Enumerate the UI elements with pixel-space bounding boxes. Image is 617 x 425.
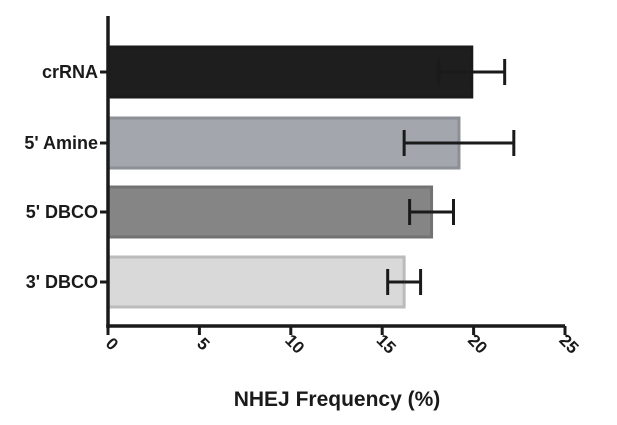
bar: [106, 45, 474, 99]
bars-group: [106, 45, 474, 309]
y-categories-group: crRNA 5' Amine 5' DBCO 3' DBCO: [24, 62, 108, 292]
category-label: 3' DBCO: [26, 272, 98, 292]
x-ticks-group: 0 5 10 15 20 25: [102, 326, 582, 358]
category-label: crRNA: [42, 62, 98, 82]
category-label: 5' Amine: [24, 133, 98, 153]
x-tick-label: 15: [373, 331, 400, 358]
x-tick-label: 10: [281, 331, 308, 358]
x-tick-label: 0: [102, 334, 122, 354]
category-label: 5' DBCO: [26, 202, 98, 222]
bar: [106, 185, 434, 239]
x-tick-label: 20: [464, 331, 491, 358]
x-tick-label: 5: [193, 334, 213, 354]
error-bars-group: [386, 59, 516, 295]
x-axis-title: NHEJ Frequency (%): [234, 388, 441, 411]
x-tick-label: 25: [555, 331, 582, 358]
bar: [106, 255, 406, 309]
